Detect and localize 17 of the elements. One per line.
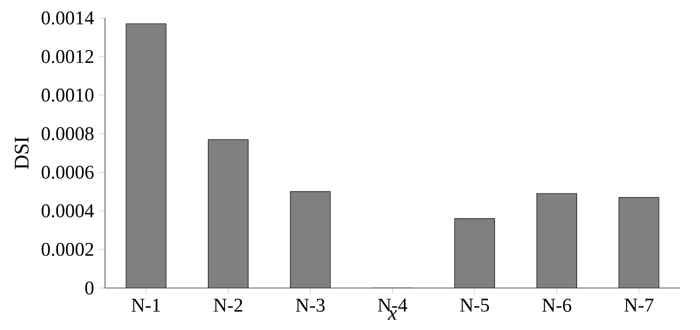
- y-tick-label: 0.0004: [42, 204, 94, 218]
- x-tick-label: N-7: [624, 298, 654, 312]
- y-tick-label: 0.0012: [42, 50, 94, 64]
- x-tick-label: N-5: [460, 298, 489, 312]
- y-axis-title: DSI: [14, 137, 29, 170]
- x-tick-label: N-2: [214, 298, 242, 312]
- x-tick-label: N-3: [296, 298, 325, 312]
- y-tick-label: 0: [85, 281, 94, 295]
- y-tick-label: 0.0006: [42, 166, 94, 179]
- y-tick-label: 0.0008: [42, 127, 94, 140]
- x-tick-label: N-4: [378, 298, 408, 312]
- y-tick-label: 0.0010: [42, 88, 94, 102]
- x-axis-title: x: [388, 310, 397, 320]
- y-tick-label: 0.0014: [42, 11, 94, 25]
- x-tick-label: N-1: [132, 298, 160, 312]
- y-tick-label: 0.0002: [42, 242, 94, 256]
- x-tick-label: N-6: [542, 298, 572, 312]
